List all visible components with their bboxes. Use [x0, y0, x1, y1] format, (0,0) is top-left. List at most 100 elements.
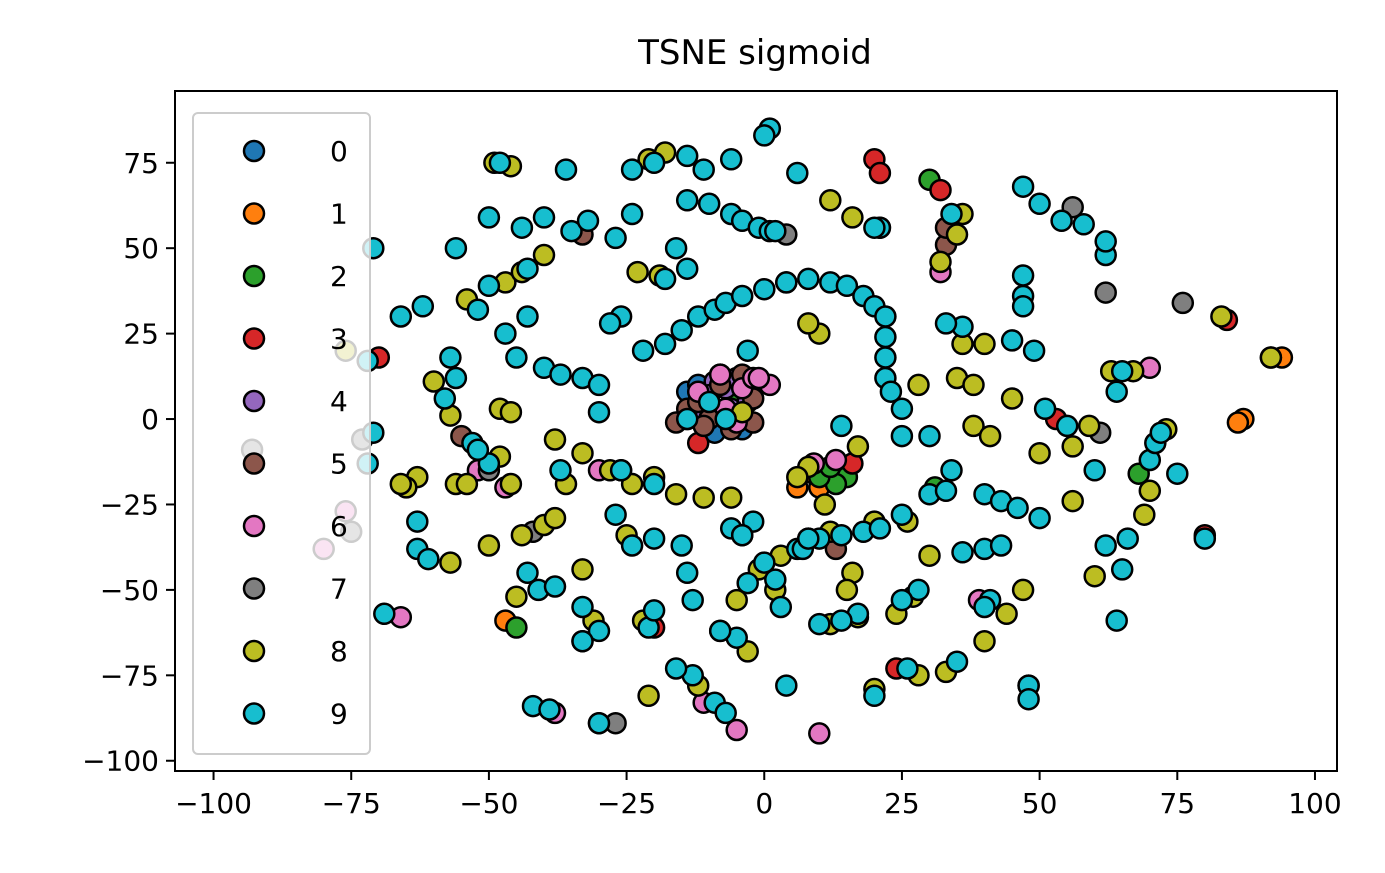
point-9-7 [620, 158, 644, 181]
y-tick-label: −25 [100, 488, 159, 521]
legend-label-5: 5 [330, 448, 348, 481]
point-9-141 [951, 541, 974, 564]
point-8-44 [973, 629, 996, 653]
point-8-25 [571, 558, 594, 581]
point-9-167 [675, 407, 699, 431]
point-8-74 [1083, 564, 1106, 588]
point-9-95 [373, 602, 396, 626]
point-8-4 [819, 189, 842, 212]
point-9-56 [874, 305, 897, 328]
point-8-53 [626, 260, 649, 284]
point-8-76 [439, 551, 462, 574]
point-8-72 [1210, 305, 1233, 328]
point-9-103 [670, 534, 693, 557]
point-9-105 [681, 588, 704, 612]
point-9-37 [549, 363, 572, 386]
point-9-143 [989, 534, 1013, 557]
point-9-119 [753, 551, 776, 574]
x-tick-label: −25 [597, 787, 656, 820]
point-8-70 [1133, 503, 1156, 526]
point-9-133 [907, 578, 930, 602]
x-tick-label: −75 [322, 787, 381, 820]
point-9-180 [1105, 380, 1128, 403]
point-8-17 [692, 486, 715, 509]
point-9-16 [697, 192, 721, 216]
point-2-1 [505, 616, 528, 639]
point-8-69 [1138, 479, 1162, 503]
point-9-80 [444, 366, 468, 390]
point-8-19 [499, 472, 523, 496]
point-8-57 [797, 312, 820, 335]
point-8-99 [455, 472, 479, 496]
point-9-31 [389, 305, 413, 328]
legend-label-4: 4 [330, 385, 348, 418]
legend-marker-0 [242, 139, 266, 163]
x-tick-label: 50 [1022, 787, 1058, 820]
point-9-28 [516, 257, 539, 280]
point-9-65 [940, 202, 963, 226]
point-9-15 [604, 226, 627, 250]
point-9-10 [510, 216, 534, 239]
point-9-111 [714, 701, 737, 725]
point-9-39 [587, 373, 611, 397]
point-9-106 [604, 503, 627, 526]
point-8-64 [1028, 441, 1051, 465]
point-6-13 [808, 722, 831, 745]
point-9-169 [714, 407, 737, 431]
point-9-165 [830, 414, 853, 438]
point-9-13 [620, 202, 644, 226]
point-9-87 [549, 459, 572, 482]
point-9-61 [890, 397, 914, 421]
chart-title: TSNE sigmoid [637, 33, 872, 73]
point-9-177 [940, 459, 963, 482]
point-8-66 [1077, 414, 1101, 438]
point-9-152 [1105, 609, 1128, 632]
point-9-98 [543, 575, 567, 598]
point-9-14 [532, 206, 556, 229]
point-9-9 [477, 206, 501, 229]
point-9-174 [797, 527, 820, 550]
x-tick-label: 100 [1288, 787, 1341, 820]
point-1-8 [1226, 411, 1250, 434]
points-layer [240, 117, 1294, 745]
legend-label-6: 6 [330, 510, 348, 543]
point-9-168 [697, 390, 721, 414]
legend: 0 1 2 3 4 5 6 7 8 9 [192, 112, 371, 755]
point-6-22 [747, 366, 771, 390]
point-9-33 [516, 305, 539, 328]
point-9-42 [631, 339, 655, 362]
y-tick-label: 0 [141, 403, 159, 436]
point-3-2 [929, 178, 952, 202]
legend-marker-2 [242, 264, 266, 288]
point-9-153 [1094, 534, 1117, 557]
point-8-11 [422, 370, 446, 393]
x-tick-label: 75 [1159, 787, 1195, 820]
point-9-171 [708, 619, 732, 643]
point-9-76 [1000, 329, 1024, 352]
x-tick-label: 0 [755, 787, 773, 820]
point-9-75 [1022, 339, 1046, 362]
point-9-109 [664, 657, 688, 680]
y-tick-label: 25 [123, 318, 159, 351]
point-9-151 [1017, 687, 1040, 711]
y-axis: −100 −75 −50 −25 0 25 50 75 [82, 147, 175, 778]
point-9-113 [538, 698, 561, 721]
point-8-51 [786, 465, 809, 489]
point-9-5 [488, 151, 512, 175]
point-9-145 [973, 595, 996, 619]
point-9-21 [786, 161, 809, 185]
point-9-24 [675, 257, 699, 280]
point-9-129 [868, 517, 892, 540]
point-9-4 [692, 158, 715, 181]
point-9-11 [560, 219, 583, 243]
point-9-101 [587, 619, 611, 643]
point-9-159 [1193, 527, 1217, 550]
point-9-118 [736, 571, 759, 595]
point-8-75 [1061, 489, 1084, 513]
point-8-93 [973, 332, 996, 356]
point-8-89 [637, 684, 660, 708]
point-9-72 [1011, 264, 1035, 287]
point-9-3 [719, 148, 743, 171]
point-9-140 [945, 650, 969, 673]
point-6-11 [725, 718, 748, 742]
